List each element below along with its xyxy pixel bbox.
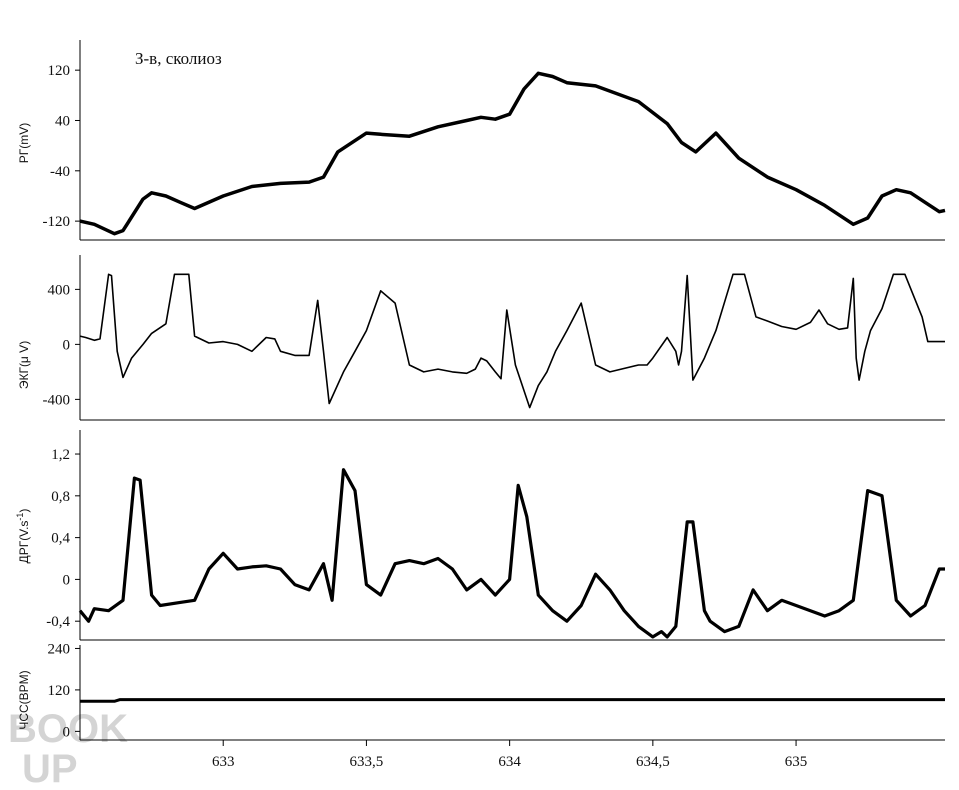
x-tick-label: 633,5: [350, 754, 384, 770]
y-tick-label: 40: [55, 113, 70, 129]
x-tick-label: 635: [785, 754, 808, 770]
panel-rg: РГ(mV) З-в, сколиоз 120 40 -40 -120: [17, 40, 946, 241]
y-axis-title-superscript: -1: [15, 513, 25, 521]
series-line: [79, 71, 946, 236]
y-axis-title: РГ(mV): [17, 123, 31, 164]
y-tick-label: -120: [43, 214, 71, 230]
y-axis-title: ЧСС(BPM): [17, 670, 31, 729]
y-axis-title-main: ДРГ(V.s: [17, 521, 31, 564]
y-axis-title: ДРГ(V.s-1): [15, 509, 31, 564]
y-tick-label: 240: [48, 641, 71, 657]
y-tick-label: 400: [48, 282, 71, 298]
y-tick-label: 120: [48, 63, 71, 79]
panel-ecg: ЭКГ(μ V) 400 0 -400: [17, 255, 945, 421]
y-tick-label: 0,4: [51, 531, 70, 547]
y-axis-title: ЭКГ(μ V): [17, 341, 31, 389]
series-line: [80, 698, 945, 703]
y-axis-title-end: ): [17, 509, 31, 513]
watermark-word-1: BOOK: [8, 707, 128, 751]
x-tick-label: 634,5: [636, 754, 670, 770]
y-tick-label: 1,2: [51, 447, 70, 463]
x-tick-label: 634: [498, 754, 521, 770]
annotation-label: З-в, сколиоз: [135, 49, 222, 68]
watermark-logo: BOOK UP: [8, 707, 128, 790]
y-tick-label: -40: [50, 164, 70, 180]
panel-drg: ДРГ(V.s-1) 1,2 0,8 0,4 0 -0,4: [15, 430, 945, 641]
y-tick-label: 0: [63, 572, 71, 588]
y-tick-label: -400: [43, 392, 71, 408]
y-tick-label: 0,8: [51, 489, 70, 505]
y-tick-label: -0,4: [46, 614, 70, 630]
x-tick-label: 633: [212, 754, 235, 770]
series-line: [78, 468, 945, 639]
y-tick-label: 120: [48, 683, 71, 699]
watermark-word-2: UP: [22, 747, 78, 790]
series-line: [79, 273, 945, 409]
y-tick-label: 0: [63, 337, 71, 353]
y-tick-label: 0: [63, 724, 71, 740]
panel-hr: ЧСС(BPM) 240 120 0 633 633,5 634 634,5 635: [17, 641, 945, 770]
